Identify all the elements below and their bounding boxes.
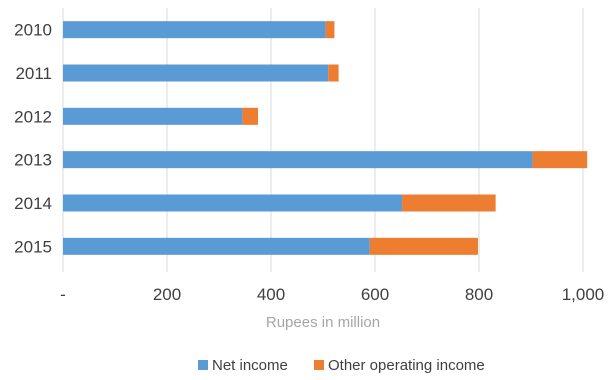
bar-net-income-2014	[63, 194, 403, 212]
x-axis-labels: - 200 400 600 800 1,000	[60, 285, 604, 304]
legend-swatch-0	[198, 360, 208, 370]
bars	[63, 21, 588, 255]
bar-net-income-2012	[63, 107, 243, 125]
x-tick-label: -	[60, 285, 66, 304]
bar-other-operating-income-2014	[402, 194, 496, 212]
legend: Net income Other operating income	[198, 357, 485, 374]
bar-other-operating-income-2010	[325, 21, 335, 39]
x-tick-label: 600	[361, 285, 389, 304]
legend-swatch-1	[314, 360, 324, 370]
bar-other-operating-income-2012	[242, 107, 258, 125]
bar-net-income-2013	[63, 151, 533, 169]
x-axis-title: Rupees in million	[266, 314, 380, 331]
legend-label: Net income	[212, 357, 288, 374]
x-tick-label: 200	[153, 285, 181, 304]
gridlines	[62, 8, 584, 272]
x-tick-label: 400	[257, 285, 285, 304]
y-tick-label: 2010	[14, 21, 52, 40]
y-tick-label: 2013	[14, 151, 52, 170]
bar-other-operating-income-2015	[369, 237, 478, 255]
y-tick-label: 2011	[15, 64, 52, 83]
bar-net-income-2010	[63, 21, 326, 39]
bar-other-operating-income-2013	[532, 151, 588, 169]
bar-net-income-2015	[63, 237, 370, 255]
y-tick-label: 2014	[14, 194, 52, 213]
y-axis-labels: 2010 2011 2012 2013 2014 2015	[14, 21, 52, 257]
x-tick-label: 1,000	[562, 285, 605, 304]
bar-net-income-2011	[63, 64, 329, 82]
y-tick-label: 2015	[14, 237, 52, 256]
x-tick-label: 800	[465, 285, 493, 304]
y-tick-label: 2012	[14, 107, 52, 126]
bar-other-operating-income-2011	[328, 64, 339, 82]
legend-label: Other operating income	[328, 357, 485, 374]
